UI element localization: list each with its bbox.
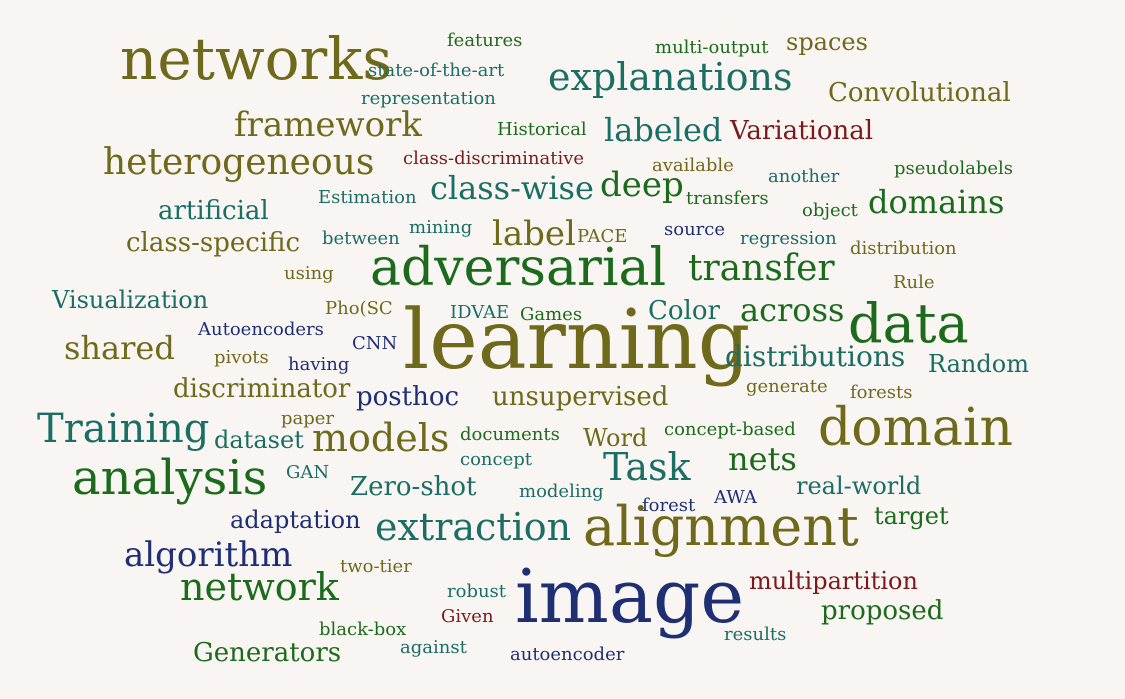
word-features: features — [447, 30, 523, 51]
word-another: another — [768, 166, 840, 187]
word-state-of-the-art: state-of-the-art — [368, 60, 505, 81]
word-proposed: proposed — [821, 596, 944, 626]
word-pho-sc: Pho(SC — [325, 298, 393, 319]
word-multipartition: multipartition — [749, 567, 918, 595]
word-pseudolabels: pseudolabels — [894, 158, 1014, 179]
word-black-box: black-box — [319, 619, 407, 640]
word-training: Training — [37, 406, 210, 452]
word-analysis: analysis — [72, 450, 268, 506]
word-results: results — [724, 624, 787, 645]
word-historical: Historical — [497, 119, 587, 140]
word-concept: concept — [460, 449, 532, 470]
word-forest: forest — [642, 495, 696, 516]
word-estimation: Estimation — [318, 187, 417, 208]
word-visualization: Visualization — [52, 286, 209, 314]
word-having: having — [288, 354, 350, 375]
word-pivots: pivots — [214, 347, 269, 368]
word-object: object — [802, 200, 858, 221]
word-distribution: distribution — [850, 238, 957, 259]
word-shared: shared — [64, 329, 175, 367]
word-real-world: real-world — [796, 472, 922, 500]
word-convolutional: Convolutional — [828, 78, 1011, 108]
word-target: target — [874, 502, 949, 530]
word-regression: regression — [740, 228, 837, 249]
word-generators: Generators — [193, 638, 342, 668]
word-multi-output: multi-output — [655, 37, 769, 58]
word-extraction: extraction — [375, 505, 572, 549]
word-framework: framework — [234, 105, 422, 145]
word-two-tier: two-tier — [340, 556, 412, 577]
word-autoencoder: autoencoder — [510, 644, 625, 665]
word-task: Task — [603, 445, 691, 489]
word-given: Given — [441, 606, 494, 627]
word-spaces: spaces — [786, 28, 868, 56]
word-explanations: explanations — [548, 55, 793, 99]
word-word: Word — [583, 424, 648, 452]
word-deep: deep — [600, 165, 684, 205]
word-discriminator: discriminator — [173, 374, 351, 404]
word-alignment: alignment — [583, 495, 859, 558]
word-paper: paper — [281, 408, 335, 429]
word-across: across — [740, 291, 845, 329]
word-autoencoders: Autoencoders — [198, 319, 324, 340]
word-artificial: artificial — [158, 196, 269, 226]
word-zero-shot: Zero-shot — [350, 472, 477, 502]
word-idvae: IDVAE — [450, 302, 510, 323]
word-against: against — [400, 637, 467, 658]
word-rule: Rule — [893, 272, 935, 293]
word-posthoc: posthoc — [356, 382, 460, 412]
word-random: Random — [928, 350, 1029, 378]
word-learning: learning — [403, 293, 751, 388]
word-domain: domain — [818, 398, 1014, 458]
word-distributions: distributions — [725, 340, 906, 373]
word-label: label — [492, 214, 576, 254]
word-source: source — [664, 219, 726, 240]
word-unsupervised: unsupervised — [492, 382, 669, 412]
word-data: data — [848, 292, 969, 355]
word-nets: nets — [728, 440, 797, 478]
word-forests: forests — [850, 382, 913, 403]
word-networks: networks — [120, 25, 393, 93]
word-concept-based: concept-based — [664, 419, 796, 440]
word-algorithm: algorithm — [124, 535, 293, 575]
word-documents: documents — [460, 424, 560, 445]
word-generate: generate — [746, 376, 828, 397]
word-variational: Variational — [730, 116, 874, 146]
word-using: using — [284, 263, 334, 284]
word-color: Color — [648, 296, 720, 326]
word-models: models — [312, 416, 450, 460]
word-heterogeneous: heterogeneous — [103, 142, 375, 183]
word-class-wise: class-wise — [430, 169, 594, 207]
word-adaptation: adaptation — [230, 506, 361, 534]
word-network: network — [180, 565, 339, 609]
word-image: image — [515, 554, 745, 640]
word-dataset: dataset — [214, 426, 304, 454]
word-pace: PACE — [577, 226, 628, 247]
word-labeled: labeled — [604, 111, 723, 149]
word-transfer: transfer — [688, 248, 835, 289]
word-class-discriminative: class-discriminative — [403, 148, 585, 169]
word-available: available — [652, 155, 734, 176]
word-domains: domains — [868, 183, 1005, 221]
word-mining: mining — [409, 217, 473, 238]
word-robust: robust — [447, 581, 507, 602]
word-transfers: transfers — [686, 188, 769, 209]
word-gan: GAN — [286, 462, 330, 483]
word-representation: representation — [361, 88, 496, 109]
word-games: Games — [520, 304, 583, 325]
word-class-specific: class-specific — [126, 228, 301, 258]
word-adversarial: adversarial — [370, 238, 667, 298]
word-between: between — [322, 228, 400, 249]
word-modeling: modeling — [519, 481, 604, 502]
word-cnn: CNN — [352, 333, 398, 354]
word-awa: AWA — [714, 487, 757, 508]
